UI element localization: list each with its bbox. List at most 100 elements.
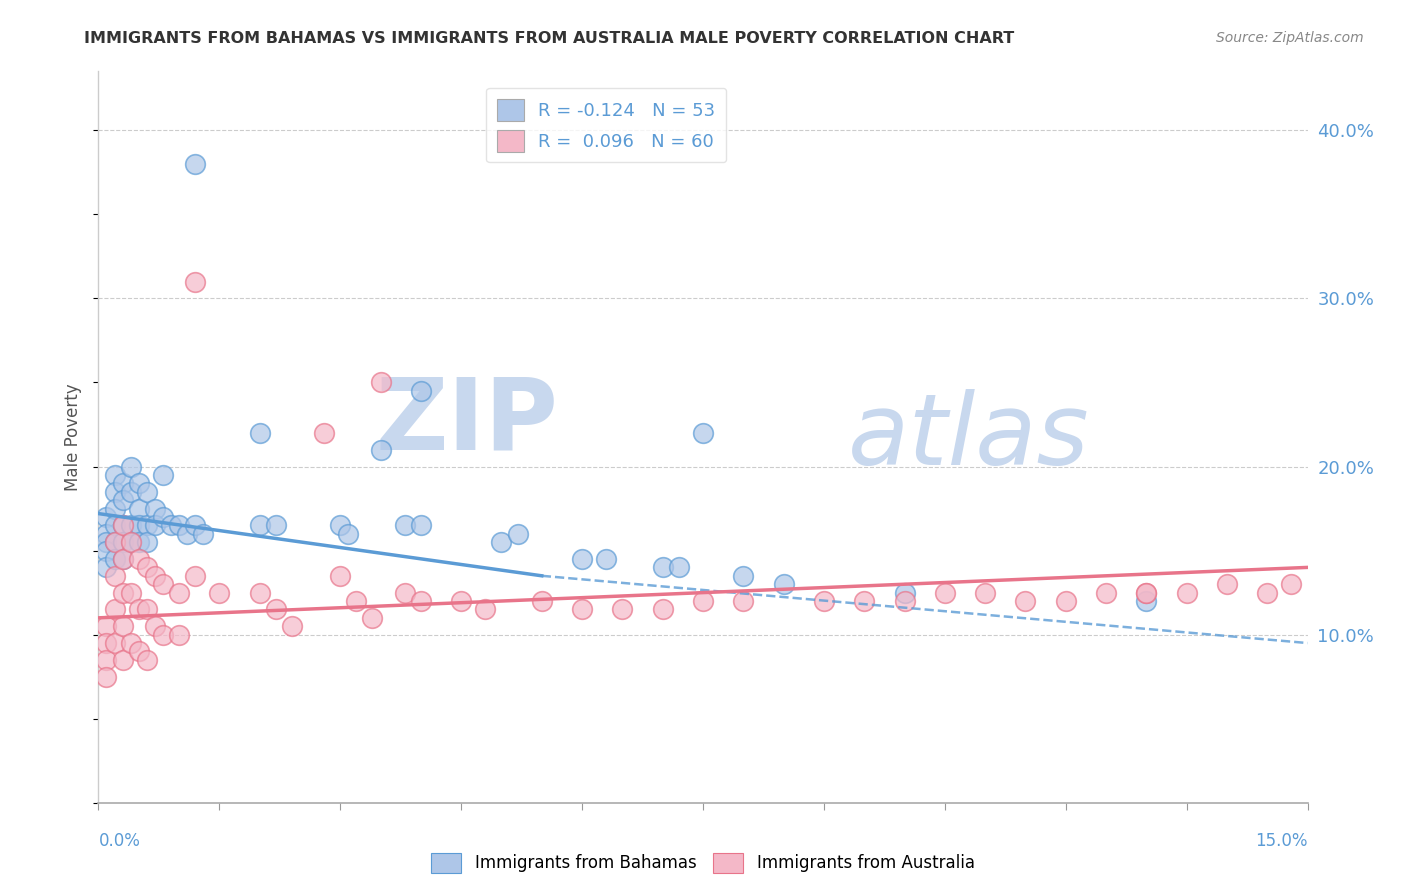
Point xyxy=(167,627,190,641)
Point xyxy=(111,476,134,491)
Legend: Immigrants from Bahamas, Immigrants from Australia: Immigrants from Bahamas, Immigrants from… xyxy=(425,847,981,880)
Point xyxy=(103,484,125,499)
Point xyxy=(530,594,553,608)
Point xyxy=(111,552,134,566)
Point xyxy=(506,526,529,541)
Point xyxy=(143,518,166,533)
Point xyxy=(96,636,118,650)
Point xyxy=(571,552,593,566)
Point xyxy=(193,526,215,541)
Point xyxy=(128,501,150,516)
Point xyxy=(733,594,755,608)
Point xyxy=(571,602,593,616)
Point xyxy=(143,619,166,633)
Point xyxy=(692,425,714,440)
Text: atlas: atlas xyxy=(848,389,1090,485)
Point xyxy=(128,535,150,549)
Point xyxy=(152,467,174,482)
Point xyxy=(120,459,142,474)
Point xyxy=(1135,585,1157,599)
Point xyxy=(281,619,304,633)
Point xyxy=(692,594,714,608)
Point xyxy=(96,653,118,667)
Point xyxy=(96,543,118,558)
Point xyxy=(184,275,207,289)
Point xyxy=(111,518,134,533)
Point xyxy=(337,526,360,541)
Text: IMMIGRANTS FROM BAHAMAS VS IMMIGRANTS FROM AUSTRALIA MALE POVERTY CORRELATION CH: IMMIGRANTS FROM BAHAMAS VS IMMIGRANTS FR… xyxy=(84,31,1015,46)
Point xyxy=(595,552,617,566)
Point xyxy=(1256,585,1278,599)
Point xyxy=(135,535,157,549)
Point xyxy=(135,602,157,616)
Point xyxy=(651,560,673,574)
Point xyxy=(103,501,125,516)
Point xyxy=(96,535,118,549)
Point xyxy=(111,653,134,667)
Point xyxy=(1135,585,1157,599)
Point xyxy=(1095,585,1118,599)
Point xyxy=(264,602,287,616)
Point xyxy=(176,526,198,541)
Point xyxy=(135,653,157,667)
Point xyxy=(128,518,150,533)
Point xyxy=(853,594,876,608)
Point xyxy=(111,552,134,566)
Point xyxy=(370,442,392,457)
Point xyxy=(120,484,142,499)
Text: 0.0%: 0.0% xyxy=(98,832,141,850)
Point xyxy=(120,535,142,549)
Point xyxy=(1216,577,1239,591)
Point xyxy=(264,518,287,533)
Point xyxy=(893,585,915,599)
Point xyxy=(208,585,231,599)
Point xyxy=(1014,594,1036,608)
Point xyxy=(96,670,118,684)
Point xyxy=(934,585,956,599)
Point xyxy=(96,526,118,541)
Point xyxy=(135,560,157,574)
Point xyxy=(111,493,134,508)
Point xyxy=(111,535,134,549)
Point xyxy=(128,644,150,658)
Point xyxy=(152,627,174,641)
Point xyxy=(733,569,755,583)
Point xyxy=(103,552,125,566)
Point xyxy=(612,602,634,616)
Point xyxy=(370,376,392,390)
Point xyxy=(120,585,142,599)
Point xyxy=(184,518,207,533)
Point xyxy=(143,501,166,516)
Point xyxy=(1281,577,1303,591)
Point xyxy=(120,518,142,533)
Point xyxy=(103,636,125,650)
Point xyxy=(409,594,432,608)
Point xyxy=(813,594,835,608)
Point xyxy=(143,569,166,583)
Point xyxy=(314,425,336,440)
Point xyxy=(128,552,150,566)
Point xyxy=(128,476,150,491)
Point xyxy=(135,518,157,533)
Point xyxy=(120,636,142,650)
Point xyxy=(1054,594,1077,608)
Point xyxy=(152,510,174,524)
Point xyxy=(103,467,125,482)
Point xyxy=(772,577,794,591)
Point xyxy=(96,560,118,574)
Point xyxy=(249,518,271,533)
Point xyxy=(120,535,142,549)
Point xyxy=(103,535,125,549)
Point xyxy=(135,484,157,499)
Point xyxy=(974,585,997,599)
Point xyxy=(103,535,125,549)
Point xyxy=(491,535,513,549)
Text: 15.0%: 15.0% xyxy=(1256,832,1308,850)
Point xyxy=(249,425,271,440)
Point xyxy=(394,585,416,599)
Point xyxy=(668,560,690,574)
Point xyxy=(152,577,174,591)
Point xyxy=(111,518,134,533)
Point xyxy=(167,518,190,533)
Legend: R = -0.124   N = 53, R =  0.096   N = 60: R = -0.124 N = 53, R = 0.096 N = 60 xyxy=(486,87,727,162)
